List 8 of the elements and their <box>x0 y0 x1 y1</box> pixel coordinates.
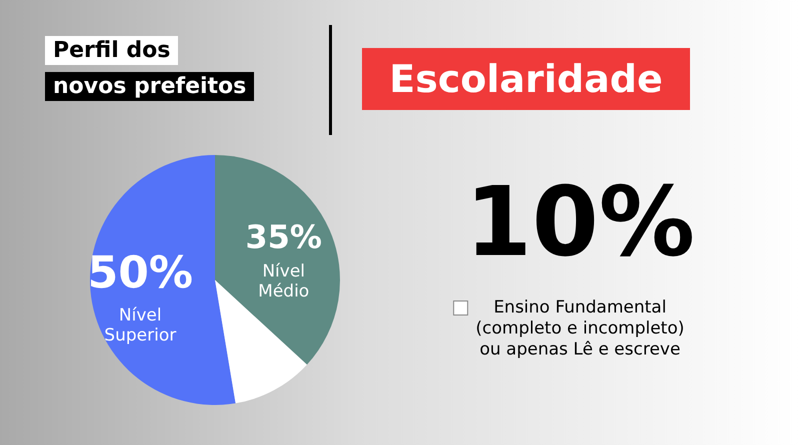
legend-label: Ensino Fundamental (completo e incompleto) ou apenas Lê e escreve <box>476 297 684 360</box>
chart-subtitle: Perfil dos novos prefeitos <box>52 37 248 101</box>
data-label: 50% <box>88 248 193 299</box>
data-label: 10% <box>465 166 695 278</box>
slice-label: Nível Médio <box>258 261 310 302</box>
data-label: 35% <box>245 218 322 256</box>
chart-title: Escolaridade <box>362 48 690 110</box>
slice-label: Nível Superior <box>104 306 176 346</box>
